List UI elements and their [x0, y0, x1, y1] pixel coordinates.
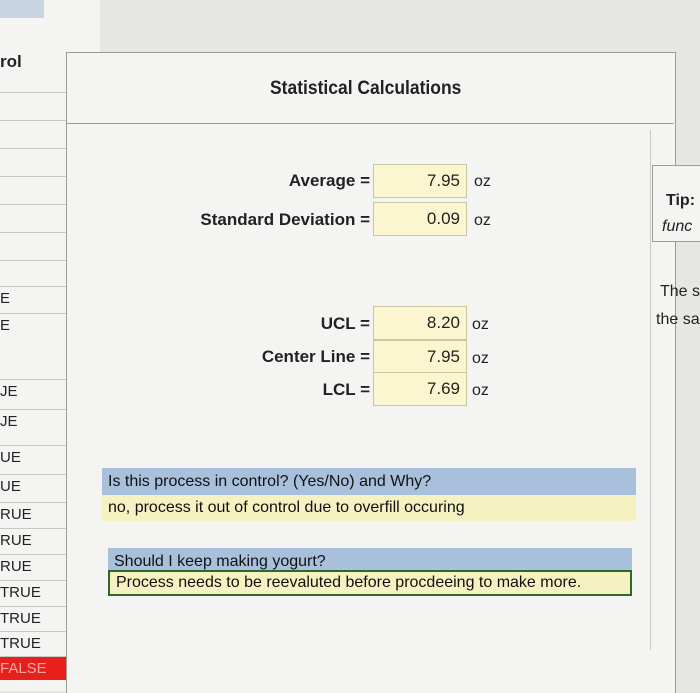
column-header-cell[interactable] [0, 0, 44, 18]
left-cell[interactable]: UE [0, 474, 98, 498]
left-column-header: rol [0, 52, 22, 71]
grid-line [0, 204, 98, 205]
ucl-value[interactable]: 8.20 [373, 306, 467, 340]
left-cell[interactable]: RUE [0, 502, 98, 526]
center-line-unit: oz [472, 350, 489, 367]
answer-keep-making[interactable]: Process needs to be reevaluted before pr… [108, 570, 632, 596]
left-cell[interactable]: E [0, 286, 98, 310]
answer-in-control[interactable]: no, process it out of control due to ove… [102, 495, 636, 521]
left-cell[interactable]: RUE [0, 528, 98, 552]
std-dev-unit: oz [474, 212, 491, 229]
tip-text: func [662, 218, 693, 235]
right-text-line1: The s [660, 283, 700, 300]
column-divider [650, 130, 651, 650]
tip-panel [652, 165, 700, 242]
grid-line [0, 232, 98, 233]
left-cell[interactable]: UE [0, 445, 98, 469]
panel-title-area [66, 52, 674, 124]
grid-line [0, 260, 98, 261]
center-line-value[interactable]: 7.95 [373, 340, 467, 374]
question-in-control: Is this process in control? (Yes/No) and… [102, 468, 636, 496]
tip-label: Tip: [666, 192, 696, 209]
grid-line [0, 92, 98, 93]
ucl-label: UCL = [320, 314, 370, 333]
center-line-label: Center Line = [261, 347, 370, 366]
std-dev-label: Standard Deviation = [200, 210, 370, 229]
average-label: Average = [288, 171, 370, 190]
lcl-unit: oz [472, 382, 489, 399]
statistical-calculations-panel [66, 52, 676, 693]
left-cell[interactable]: JE [0, 409, 98, 433]
left-cell[interactable]: TRUE [0, 606, 98, 630]
ucl-unit: oz [472, 316, 489, 333]
grid-line [0, 148, 98, 149]
grid-line [0, 176, 98, 177]
panel-title: Statistical Calculations [270, 78, 462, 99]
average-value[interactable]: 7.95 [373, 164, 467, 198]
left-cell[interactable]: E [0, 313, 98, 337]
left-cell[interactable]: RUE [0, 554, 98, 578]
right-text-line2: the sa [656, 311, 700, 328]
left-cell[interactable]: JE [0, 379, 98, 403]
lcl-value[interactable]: 7.69 [373, 372, 467, 406]
left-cell[interactable]: TRUE [0, 631, 98, 655]
average-unit: oz [474, 173, 491, 190]
std-dev-value[interactable]: 0.09 [373, 202, 467, 236]
grid-line [0, 120, 98, 121]
lcl-label: LCL = [322, 380, 370, 399]
left-cell[interactable]: TRUE [0, 580, 98, 604]
